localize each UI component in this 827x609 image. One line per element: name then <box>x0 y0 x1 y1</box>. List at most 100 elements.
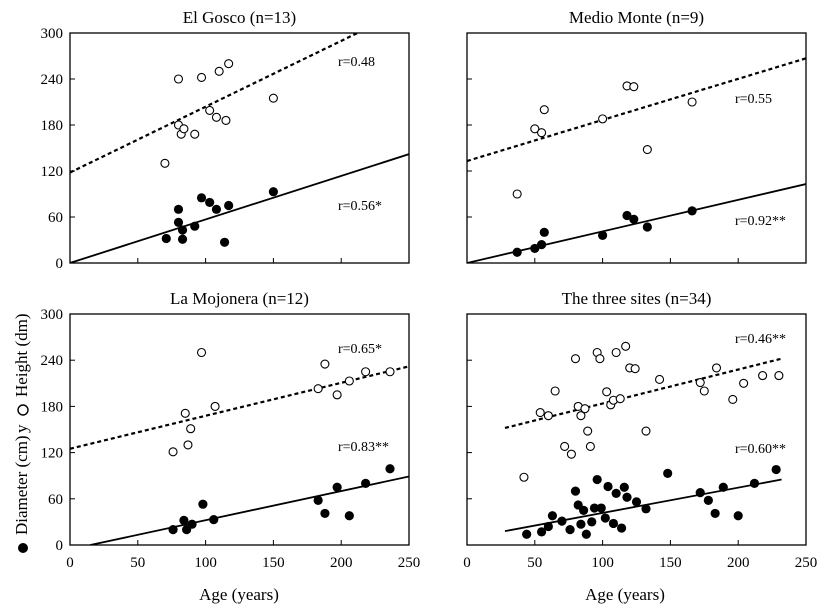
diameter-point <box>187 519 197 529</box>
diameter-point <box>522 529 532 539</box>
height-point <box>530 124 540 134</box>
panel-title: La Mojonera (n=12) <box>170 289 309 308</box>
diameter-point <box>385 464 395 474</box>
height-point <box>550 386 560 396</box>
ylabel-y: y <box>12 424 31 433</box>
y-tick-label: 180 <box>41 118 64 134</box>
diameter-point <box>198 499 208 509</box>
height-point <box>205 105 215 115</box>
height-point <box>630 364 640 374</box>
panel-frame <box>466 313 807 546</box>
panel-title: The three sites (n=34) <box>562 289 712 308</box>
x-tick-label: 50 <box>527 555 542 571</box>
y-axis-label: Diameter (cm) y Height (dm) <box>12 313 31 553</box>
diameter-point <box>161 233 171 244</box>
diameter-point <box>598 230 608 240</box>
diameter-point <box>361 478 371 488</box>
diameter-point <box>611 488 621 499</box>
panel-3: La Mojonera (n=12) 0 50 100 150 200 250 0 60 120 1… <box>41 289 421 571</box>
height-point <box>214 66 224 76</box>
diameter-point <box>603 481 613 492</box>
diameter-point <box>718 482 728 492</box>
panel-frame <box>69 313 410 546</box>
height-point <box>641 426 651 436</box>
height-point <box>332 390 342 400</box>
diameter-point <box>631 497 642 507</box>
height-point <box>173 74 184 84</box>
diameter-point <box>565 525 575 535</box>
height-point <box>629 82 639 92</box>
diameter-point <box>512 247 522 257</box>
panel-frame <box>69 32 410 264</box>
height-point <box>519 472 529 482</box>
height-point <box>615 394 625 404</box>
diameter-point <box>703 495 713 505</box>
diameter-point <box>687 206 697 216</box>
filled-circle-legend-icon <box>18 543 28 553</box>
ylabel-height: Height (dm) <box>12 313 31 397</box>
y-tick-label: 180 <box>41 399 64 415</box>
x-tick-label: 0 <box>66 555 74 571</box>
height-fit-line <box>467 57 806 163</box>
height-r-label: r=0.46** <box>735 332 786 347</box>
diameter-point <box>581 529 591 539</box>
diameter-point <box>579 505 589 515</box>
fit-lines <box>467 57 806 263</box>
ylabel-diameter: Diameter (cm) <box>12 435 31 535</box>
height-point <box>566 449 576 459</box>
height-fit-line <box>70 365 409 450</box>
height-point <box>160 158 170 168</box>
diameter-point <box>530 243 540 254</box>
height-point <box>711 363 722 373</box>
height-point <box>570 354 581 364</box>
x-tick-label: 150 <box>659 555 682 571</box>
height-point <box>774 371 784 381</box>
diameter-point <box>219 237 230 247</box>
diameter-point <box>173 217 184 227</box>
diameter-point <box>268 187 278 197</box>
diameter-point <box>749 478 760 488</box>
x-tick-label: 150 <box>262 555 285 571</box>
diameter-point <box>536 527 547 537</box>
height-point <box>539 105 549 115</box>
height-point <box>560 441 570 451</box>
height-point <box>611 347 621 358</box>
fit-lines <box>70 365 409 545</box>
height-point <box>211 112 221 122</box>
diameter-point <box>179 515 189 525</box>
diameter-point <box>622 492 632 502</box>
height-point <box>224 59 234 69</box>
x-tick-label: 200 <box>727 555 750 571</box>
diameter-point <box>173 204 184 214</box>
height-point <box>621 341 631 351</box>
height-point <box>695 377 705 388</box>
diameter-point <box>592 474 602 485</box>
height-point <box>196 347 207 358</box>
diameter-r-label: r=0.60** <box>735 442 786 457</box>
diameter-r-label: r=0.56* <box>338 199 382 214</box>
x-tick-label: 0 <box>463 555 471 571</box>
diameter-point <box>733 511 743 521</box>
diameter-point <box>209 514 219 525</box>
panel-2: Medio Monte (n=9) r=0.55 r=0.92** <box>466 8 807 264</box>
y-tick-label: 300 <box>41 307 64 323</box>
diameter-point <box>557 516 567 526</box>
height-point <box>535 408 545 418</box>
height-point <box>168 447 178 457</box>
diameter-point <box>641 504 651 514</box>
diameter-point <box>589 503 600 513</box>
diameter-point <box>177 225 188 235</box>
height-point <box>385 367 395 377</box>
y-tick-label: 120 <box>41 164 64 180</box>
diameter-fit-line <box>467 183 806 263</box>
height-r-label: r=0.65* <box>338 342 382 357</box>
height-point <box>180 408 190 418</box>
diameter-point <box>576 519 586 529</box>
height-point <box>344 376 354 386</box>
diameter-fit-line <box>90 475 409 545</box>
y-tick-label: 0 <box>56 256 64 272</box>
height-point <box>537 128 547 138</box>
height-point <box>512 189 522 199</box>
height-point <box>190 129 200 139</box>
